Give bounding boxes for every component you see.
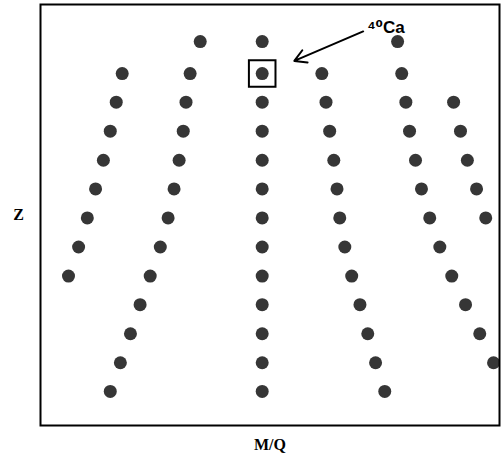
svg-text:M/Q: M/Q (254, 436, 286, 453)
svg-text:Z: Z (13, 206, 24, 223)
svg-text:⁴⁰Ca: ⁴⁰Ca (367, 18, 405, 37)
